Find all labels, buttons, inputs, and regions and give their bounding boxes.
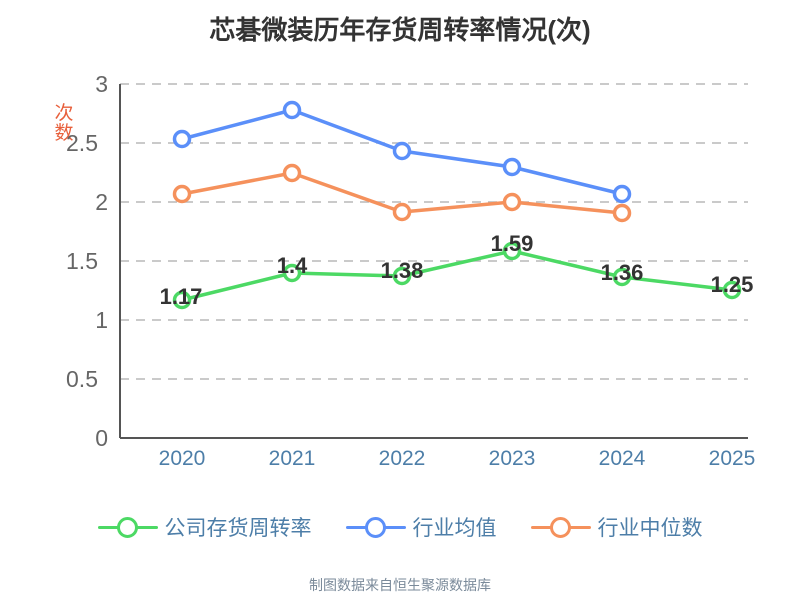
legend-label-company-turnover: 公司存货周转率 — [164, 517, 312, 540]
legend-marker-icon — [97, 516, 158, 538]
y-tick-0: 0 — [95, 425, 108, 451]
y-tick-3: 1.5 — [66, 248, 98, 274]
y-axis-label: 次数 — [54, 103, 74, 144]
y-tick-1: 0.5 — [66, 366, 98, 392]
legend-marker-icon — [530, 516, 591, 538]
legend-item-industry-median[interactable]: 行业中位数 — [530, 512, 703, 542]
x-tick-2021: 2021 — [268, 447, 316, 470]
series-line-company-turnover — [172, 241, 742, 310]
y-tick-6: 3 — [95, 71, 108, 97]
y-tick-4: 2 — [95, 189, 108, 215]
data-label-2025: 1.25 — [710, 272, 754, 297]
gridlines — [120, 83, 748, 380]
chart-title: 芯碁微装历年存货周转率情况(次) — [209, 15, 591, 45]
x-tick-2022: 2022 — [378, 447, 426, 470]
y-tick-2: 1 — [95, 307, 108, 333]
data-label-2020: 1.17 — [159, 284, 203, 309]
x-tick-2024: 2024 — [598, 447, 646, 470]
legend-label-industry-mean: 行业均值 — [412, 517, 497, 540]
data-label-2024: 1.36 — [600, 260, 644, 285]
legend-marker-icon — [345, 516, 406, 538]
y-tick-5: 2.5 — [66, 130, 98, 156]
legend-item-industry-mean[interactable]: 行业均值 — [345, 512, 497, 542]
chart-footer-note: 制图数据来自恒生聚源数据库 — [309, 577, 491, 593]
x-tick-2023: 2023 — [488, 447, 536, 470]
chart-legend: 公司存货周转率 行业均值 行业中位数 — [0, 512, 800, 542]
axis-lines — [119, 84, 748, 439]
x-tick-2025: 2025 — [708, 447, 756, 470]
data-label-2022: 1.38 — [380, 258, 424, 283]
series-line-industry-median — [172, 163, 632, 223]
legend-item-company-turnover[interactable]: 公司存货周转率 — [97, 512, 312, 542]
data-label-2023: 1.59 — [490, 231, 534, 256]
legend-label-industry-median: 行业中位数 — [597, 517, 703, 540]
data-label-2021: 1.4 — [276, 253, 308, 278]
series-line-industry-mean — [172, 100, 632, 204]
x-tick-2020: 2020 — [158, 447, 206, 470]
